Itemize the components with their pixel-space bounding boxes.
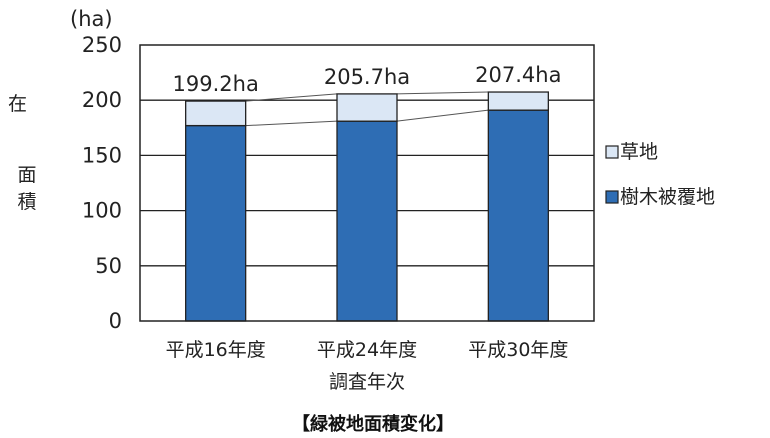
- y-tick-label: 150: [82, 143, 122, 167]
- legend-swatch: [605, 190, 619, 204]
- y-tick-labels: 0 50 100 150 200 250: [82, 33, 122, 333]
- bar-segment-grassland: [487, 91, 549, 111]
- category-label: 平成16年度: [166, 339, 266, 361]
- bar-segment-tree-cover: [336, 120, 398, 322]
- plot-frame: [139, 44, 595, 322]
- total-label: 207.4ha: [475, 63, 561, 87]
- y-axis-title-char-2: 積: [17, 191, 36, 213]
- y-tick-label: 250: [82, 33, 122, 57]
- y-tick-label: 200: [82, 88, 122, 112]
- bar-segment-grassland: [336, 93, 398, 122]
- category-label: 平成30年度: [468, 339, 568, 361]
- left-margin-fragment: 在: [8, 93, 27, 115]
- total-label: 199.2ha: [173, 72, 259, 96]
- unit-label: (ha): [70, 7, 113, 31]
- connector-line: [245, 120, 338, 127]
- legend-label: 樹木被覆地: [620, 186, 715, 208]
- bar-segment-grassland: [185, 100, 247, 127]
- y-tick-label: 100: [82, 199, 122, 223]
- bar-segment-tree-cover: [487, 109, 549, 322]
- y-tick-label: 50: [95, 254, 122, 278]
- chart-title: 【緑被地面積変化】: [292, 413, 454, 435]
- legend-swatch: [605, 145, 619, 159]
- category-labels: 平成16年度 平成24年度 平成30年度: [166, 339, 569, 361]
- y-tick-label: 0: [109, 309, 122, 333]
- total-labels: 199.2ha 205.7ha 207.4ha: [173, 63, 562, 96]
- bar-segment-tree-cover: [185, 124, 247, 322]
- x-axis-title: 調査年次: [329, 371, 405, 393]
- total-label: 205.7ha: [324, 65, 410, 89]
- connector-line: [396, 91, 489, 95]
- connector-line: [396, 109, 489, 122]
- connector-line: [245, 93, 338, 102]
- bars: [185, 91, 549, 322]
- y-axis-title: 面 積: [17, 164, 36, 213]
- legend-label: 草地: [620, 141, 658, 163]
- y-axis-title-char-1: 面: [17, 164, 36, 186]
- category-label: 平成24年度: [317, 339, 417, 361]
- connector-lines: [245, 91, 489, 127]
